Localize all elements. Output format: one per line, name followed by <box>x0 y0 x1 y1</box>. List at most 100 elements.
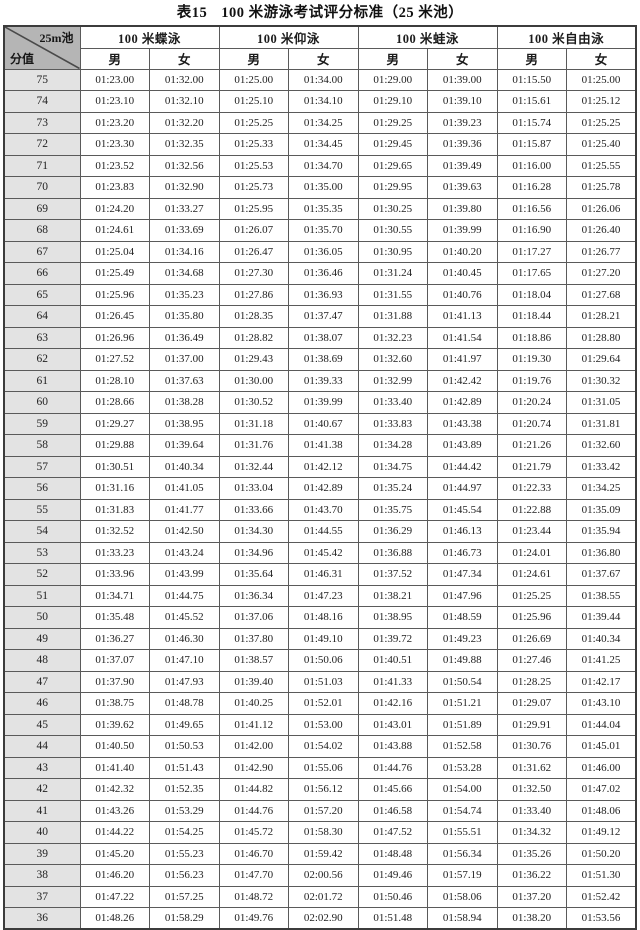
time-cell: 01:33.27 <box>149 197 220 220</box>
score-cell: 71 <box>3 154 81 177</box>
time-cell: 01:35.70 <box>288 219 359 242</box>
table-row: 40 01:44.22 01:54.25 01:45.72 01:58.30 01:47.… <box>3 821 637 844</box>
time-cell: 01:24.01 <box>496 541 567 564</box>
time-cell: 01:39.44 <box>566 606 637 629</box>
score-cell: 74 <box>3 90 81 113</box>
time-cell: 01:46.20 <box>79 864 150 887</box>
time-cell: 01:17.27 <box>496 240 567 263</box>
time-cell: 01:33.66 <box>218 498 289 521</box>
time-cell: 01:51.30 <box>566 864 637 887</box>
time-cell: 01:20.24 <box>496 391 567 414</box>
table-row: 44 01:40.50 01:50.53 01:42.00 01:54.02 01:43.… <box>3 735 637 758</box>
time-cell: 01:35.35 <box>288 197 359 220</box>
time-cell: 01:36.49 <box>149 326 220 349</box>
time-cell: 01:50.53 <box>149 735 220 758</box>
time-cell: 01:49.12 <box>566 821 637 844</box>
time-cell: 01:32.00 <box>149 68 220 91</box>
time-cell: 01:39.99 <box>288 391 359 414</box>
time-cell: 01:59.42 <box>288 842 359 865</box>
time-cell: 01:29.07 <box>496 692 567 715</box>
table-row: 74 01:23.10 01:32.10 01:25.10 01:34.10 01:29.… <box>3 90 637 113</box>
time-cell: 01:35.26 <box>496 842 567 865</box>
score-cell: 73 <box>3 111 81 134</box>
time-cell: 01:23.30 <box>79 133 150 156</box>
time-cell: 01:30.95 <box>357 240 428 263</box>
time-cell: 01:27.46 <box>496 649 567 672</box>
time-cell: 01:40.50 <box>79 735 150 758</box>
time-cell: 01:33.69 <box>149 219 220 242</box>
time-cell: 01:37.90 <box>79 670 150 693</box>
time-cell: 01:25.25 <box>496 584 567 607</box>
time-cell: 01:58.94 <box>427 907 498 930</box>
time-cell: 01:34.00 <box>288 68 359 91</box>
time-cell: 01:23.83 <box>79 176 150 199</box>
subheader-butterfly-female: 女 <box>149 47 220 70</box>
score-cell: 57 <box>3 455 81 478</box>
time-cell: 01:37.52 <box>357 563 428 586</box>
time-cell: 01:42.89 <box>427 391 498 414</box>
time-cell: 01:42.00 <box>218 735 289 758</box>
time-cell: 01:46.73 <box>427 541 498 564</box>
score-cell: 67 <box>3 240 81 263</box>
time-cell: 01:20.74 <box>496 412 567 435</box>
time-cell: 01:22.88 <box>496 498 567 521</box>
time-cell: 01:41.54 <box>427 326 498 349</box>
time-cell: 01:24.20 <box>79 197 150 220</box>
group-header-row: 25m池 分值 100 米蝶泳 100 米仰泳 100 米蛙泳 100 米自由泳 <box>3 25 637 70</box>
time-cell: 01:43.26 <box>79 799 150 822</box>
time-cell: 01:39.72 <box>357 627 428 650</box>
time-cell: 01:25.49 <box>79 262 150 285</box>
time-cell: 01:40.34 <box>566 627 637 650</box>
score-cell: 61 <box>3 369 81 392</box>
time-cell: 01:25.55 <box>566 154 637 177</box>
time-cell: 01:23.10 <box>79 90 150 113</box>
time-cell: 01:34.10 <box>288 90 359 113</box>
time-cell: 01:33.23 <box>79 541 150 564</box>
time-cell: 01:37.06 <box>218 606 289 629</box>
time-cell: 01:34.28 <box>357 434 428 457</box>
time-cell: 01:34.96 <box>218 541 289 564</box>
time-cell: 01:26.96 <box>79 326 150 349</box>
score-cell: 48 <box>3 649 81 672</box>
time-cell: 01:25.96 <box>79 283 150 306</box>
time-cell: 01:40.34 <box>149 455 220 478</box>
time-cell: 01:30.25 <box>357 197 428 220</box>
time-cell: 01:39.99 <box>427 219 498 242</box>
score-cell: 38 <box>3 864 81 887</box>
time-cell: 01:53.28 <box>427 756 498 779</box>
time-cell: 01:28.21 <box>566 305 637 328</box>
time-cell: 01:44.55 <box>288 520 359 543</box>
table-row: 36 01:48.26 01:58.29 01:49.76 02:02.90 01:51.… <box>3 907 637 930</box>
score-cell: 44 <box>3 735 81 758</box>
score-cell: 50 <box>3 606 81 629</box>
time-cell: 01:32.90 <box>149 176 220 199</box>
diagonal-divider <box>5 27 80 69</box>
time-cell: 01:25.04 <box>79 240 150 263</box>
time-cell: 01:31.24 <box>357 262 428 285</box>
time-cell: 01:52.01 <box>288 692 359 715</box>
table-row: 69 01:24.20 01:33.27 01:25.95 01:35.35 01:30.… <box>3 197 637 220</box>
time-cell: 01:23.44 <box>496 520 567 543</box>
table-row: 67 01:25.04 01:34.16 01:26.47 01:36.05 01:30.… <box>3 240 637 263</box>
time-cell: 01:34.30 <box>218 520 289 543</box>
time-cell: 01:44.97 <box>427 477 498 500</box>
time-cell: 01:42.17 <box>566 670 637 693</box>
time-cell: 01:45.42 <box>288 541 359 564</box>
time-cell: 01:37.00 <box>149 348 220 371</box>
time-cell: 01:51.21 <box>427 692 498 715</box>
time-cell: 01:50.46 <box>357 885 428 908</box>
time-cell: 01:32.60 <box>566 434 637 457</box>
table-body: 75 01:23.00 01:32.00 01:25.00 01:34.00 01:29.… <box>3 68 637 930</box>
time-cell: 01:25.78 <box>566 176 637 199</box>
time-cell: 01:37.63 <box>149 369 220 392</box>
time-cell: 01:48.26 <box>79 907 150 930</box>
time-cell: 01:34.75 <box>357 455 428 478</box>
time-cell: 01:29.10 <box>357 90 428 113</box>
time-cell: 01:28.25 <box>496 670 567 693</box>
time-cell: 01:37.47 <box>288 305 359 328</box>
score-cell: 68 <box>3 219 81 242</box>
table-row: 60 01:28.66 01:38.28 01:30.52 01:39.99 01:33.… <box>3 391 637 414</box>
time-cell: 01:50.20 <box>566 842 637 865</box>
time-cell: 01:26.07 <box>218 219 289 242</box>
